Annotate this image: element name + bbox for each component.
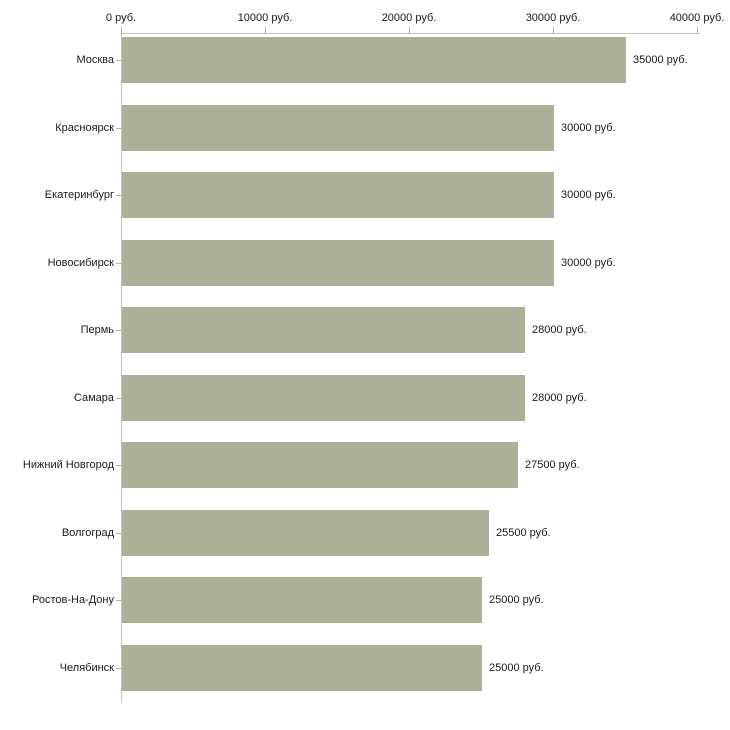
category-label: Екатеринбург — [44, 189, 114, 201]
category-label: Новосибирск — [47, 256, 114, 269]
value-label: 25500 руб. — [496, 526, 551, 539]
category-tick-mark — [116, 532, 121, 534]
bar — [122, 104, 554, 151]
category-tick-mark — [116, 262, 121, 264]
category-tick-mark — [116, 195, 121, 196]
value-label: 30000 руб. — [561, 189, 616, 201]
x-axis-tick-mark — [553, 27, 554, 34]
x-axis-tick-label: 40000 руб. — [669, 12, 725, 24]
bar — [122, 442, 518, 488]
category-label: Пермь — [80, 324, 114, 336]
value-label: 30000 руб. — [561, 256, 616, 269]
bar — [122, 644, 482, 691]
x-axis-tick-mark — [121, 27, 122, 34]
x-axis-tick-label: 0 руб. — [105, 12, 137, 24]
category-tick-mark — [116, 397, 121, 399]
value-label: 25000 руб. — [489, 661, 544, 674]
category-tick-mark — [116, 330, 121, 331]
bar — [122, 172, 554, 218]
category-tick-mark — [116, 667, 121, 669]
value-label: 27500 руб. — [525, 459, 580, 471]
bar — [122, 509, 489, 556]
x-axis-tick-mark — [265, 27, 266, 34]
x-axis-tick-label: 30000 руб. — [525, 12, 581, 24]
bar — [122, 239, 554, 286]
y-axis-line — [121, 33, 122, 702]
category-label: Самара — [73, 391, 114, 404]
x-axis-line — [121, 33, 700, 34]
category-label: Волгоград — [61, 526, 114, 539]
x-axis-tick-label: 10000 руб. — [237, 12, 293, 24]
category-tick-mark — [116, 127, 121, 129]
category-label: Ростов-На-Дону — [31, 594, 114, 606]
category-label: Красноярск — [55, 121, 114, 134]
value-label: 28000 руб. — [532, 391, 587, 404]
value-label: 30000 руб. — [561, 121, 616, 134]
category-tick-mark — [116, 600, 121, 601]
x-axis-tick-label: 20000 руб. — [381, 12, 437, 24]
category-tick-mark — [116, 465, 121, 466]
category-label: Москва — [76, 54, 114, 66]
bar — [122, 37, 626, 83]
value-label: 28000 руб. — [532, 324, 587, 336]
value-label: 25000 руб. — [489, 594, 544, 606]
x-axis-tick-mark — [409, 27, 410, 34]
category-label: Нижний Новгород — [22, 459, 114, 471]
category-label: Челябинск — [59, 661, 114, 674]
category-tick-mark — [116, 60, 121, 61]
bar — [122, 374, 525, 421]
bar — [122, 307, 525, 353]
x-axis-tick-mark — [697, 27, 698, 34]
value-label: 35000 руб. — [633, 54, 688, 66]
bar — [122, 577, 482, 623]
